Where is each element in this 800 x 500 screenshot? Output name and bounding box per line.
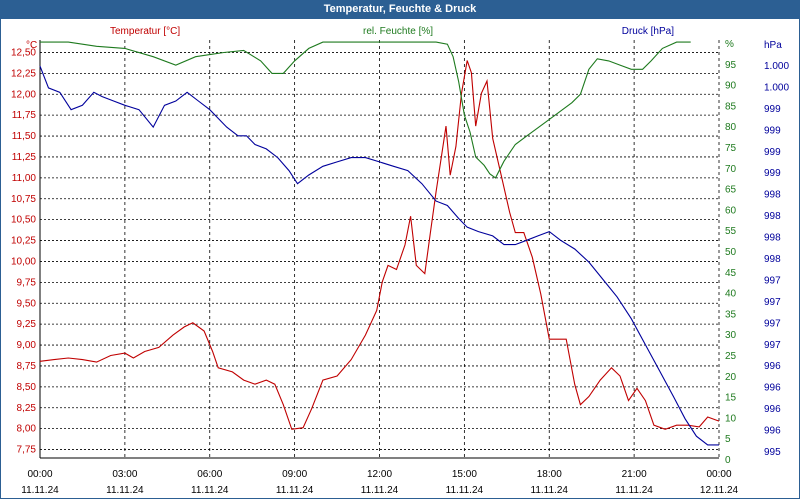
y-tick-pressure: 1.000 [764, 82, 789, 93]
axis-labels: Temperatur [°C] rel. Feuchte [%] Druck [… [11, 26, 789, 496]
pressure-unit-label: hPa [764, 40, 782, 51]
y-tick-humidity: 50 [725, 247, 737, 258]
y-tick-temperature: 8,75 [17, 361, 37, 372]
y-tick-temperature: 10,50 [11, 215, 36, 226]
legend-temperature: Temperatur [°C] [110, 26, 180, 37]
x-tick-time: 18:00 [537, 469, 562, 480]
x-tick-time: 09:00 [282, 469, 307, 480]
y-tick-pressure: 999 [764, 147, 781, 158]
y-tick-pressure: 998 [764, 254, 781, 265]
y-tick-pressure: 997 [764, 340, 781, 351]
y-tick-temperature: 9,50 [17, 298, 37, 309]
y-tick-temperature: 12,50 [11, 47, 36, 58]
y-tick-temperature: 11,75 [12, 110, 37, 121]
x-tick-date: 11.11.24 [361, 485, 399, 496]
series-line-temperature [39, 60, 720, 430]
y-tick-humidity: 35 [725, 309, 737, 320]
x-tick-date: 11.11.24 [106, 485, 144, 496]
y-tick-temperature: 10,75 [11, 194, 36, 205]
y-tick-pressure: 997 [764, 297, 781, 308]
x-tick-time: 12:00 [367, 469, 392, 480]
y-tick-humidity: 70 [725, 164, 737, 175]
y-tick-pressure: 997 [764, 318, 781, 329]
y-tick-humidity: 30 [725, 330, 737, 341]
y-tick-humidity: 80 [725, 122, 737, 133]
y-tick-humidity: 75 [725, 143, 737, 154]
series-line-humidity [40, 41, 691, 179]
x-tick-time: 03:00 [112, 469, 137, 480]
y-tick-pressure: 998 [764, 211, 781, 222]
chart-title: Temperatur, Feuchte & Druck [0, 0, 800, 19]
y-tick-pressure: 996 [764, 361, 781, 372]
y-tick-temperature: 8,25 [17, 403, 37, 414]
y-tick-humidity: 65 [725, 185, 737, 196]
y-tick-humidity: % [725, 39, 734, 50]
x-tick-time: 00:00 [27, 469, 52, 480]
y-tick-temperature: 12,25 [11, 68, 36, 79]
y-tick-temperature: 8,00 [17, 424, 37, 435]
y-tick-pressure: 995 [764, 447, 781, 458]
temperature-unit-label: °C [26, 40, 37, 51]
legend-humidity: rel. Feuchte [%] [363, 26, 433, 37]
y-tick-pressure: 996 [764, 404, 781, 415]
y-tick-humidity: 60 [725, 205, 737, 216]
y-tick-humidity: 25 [725, 351, 737, 362]
y-tick-pressure: 996 [764, 383, 781, 394]
y-tick-temperature: 7,75 [17, 445, 37, 456]
x-tick-date: 11.11.24 [276, 485, 314, 496]
y-tick-temperature: 11,00 [12, 173, 37, 184]
y-tick-humidity: 55 [725, 226, 737, 237]
legend-pressure: Druck [hPa] [622, 26, 674, 37]
y-tick-humidity: 90 [725, 81, 737, 92]
x-tick-time: 00:00 [706, 469, 731, 480]
y-tick-temperature: 11,25 [12, 152, 37, 163]
y-tick-pressure: 999 [764, 104, 781, 115]
y-tick-temperature: 10,25 [11, 236, 36, 247]
x-tick-date: 11.11.24 [615, 485, 653, 496]
x-tick-date: 11.11.24 [191, 485, 229, 496]
y-tick-temperature: 8,50 [17, 382, 37, 393]
y-tick-pressure: 998 [764, 233, 781, 244]
y-tick-temperature: 9,00 [17, 340, 37, 351]
y-tick-pressure: 998 [764, 190, 781, 201]
y-tick-pressure: 997 [764, 275, 781, 286]
y-tick-humidity: 0 [725, 455, 731, 466]
y-tick-humidity: 20 [725, 372, 737, 383]
y-tick-pressure: 999 [764, 168, 781, 179]
x-tick-time: 21:00 [622, 469, 647, 480]
y-tick-humidity: 95 [725, 60, 737, 71]
y-tick-pressure: 999 [764, 125, 781, 136]
y-tick-humidity: 45 [725, 268, 737, 279]
y-tick-humidity: 5 [725, 434, 731, 445]
x-tick-date: 11.11.24 [531, 485, 569, 496]
series-line-pressure [39, 65, 719, 446]
y-tick-humidity: 10 [725, 413, 737, 424]
y-tick-temperature: 9,75 [17, 277, 37, 288]
x-tick-date: 12.11.24 [700, 485, 739, 496]
y-tick-temperature: 11,50 [12, 131, 37, 142]
y-tick-temperature: 12,00 [11, 89, 36, 100]
y-tick-pressure: 996 [764, 426, 781, 437]
grid-lines [39, 40, 720, 459]
x-tick-time: 06:00 [197, 469, 222, 480]
y-tick-humidity: 85 [725, 101, 737, 112]
y-tick-temperature: 10,00 [11, 256, 36, 267]
x-tick-time: 15:00 [452, 469, 477, 480]
y-tick-humidity: 40 [725, 289, 737, 300]
x-tick-date: 11.11.24 [21, 485, 59, 496]
y-tick-pressure: 1.000 [764, 61, 789, 72]
x-tick-date: 11.11.24 [446, 485, 484, 496]
y-tick-humidity: 15 [725, 393, 737, 404]
series-lines [39, 41, 720, 446]
y-tick-temperature: 9,25 [17, 319, 37, 330]
